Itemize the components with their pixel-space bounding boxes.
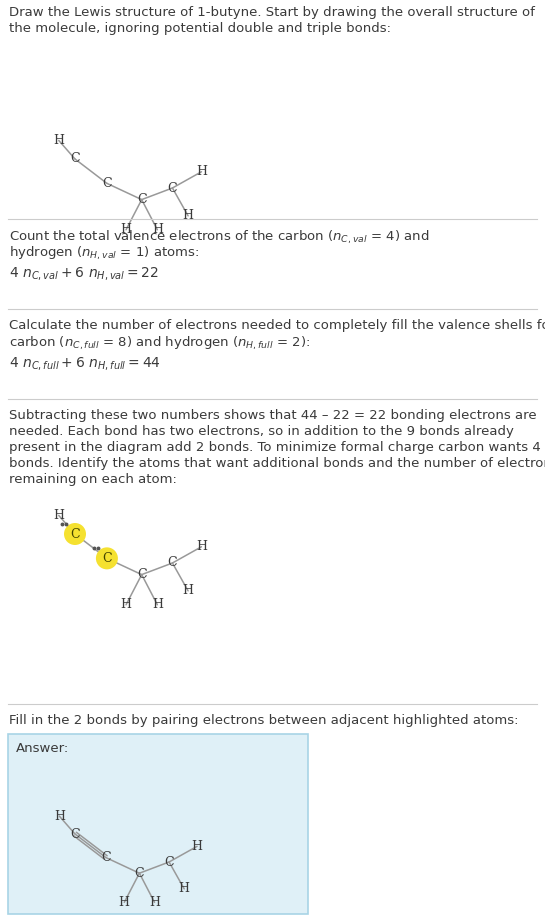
Circle shape: [96, 548, 118, 570]
Text: Answer:: Answer:: [16, 742, 69, 755]
Text: H: H: [179, 882, 190, 895]
Text: C: C: [70, 153, 80, 165]
Text: H: H: [192, 840, 203, 853]
Text: C: C: [168, 557, 177, 570]
Text: H: H: [196, 165, 207, 178]
Text: Fill in the 2 bonds by pairing electrons between adjacent highlighted atoms:: Fill in the 2 bonds by pairing electrons…: [9, 714, 518, 727]
Text: the molecule, ignoring potential double and triple bonds:: the molecule, ignoring potential double …: [9, 22, 391, 35]
Text: H: H: [120, 598, 131, 611]
Text: C: C: [70, 827, 80, 841]
Text: H: H: [149, 896, 160, 909]
Text: H: H: [183, 210, 193, 222]
Circle shape: [64, 523, 86, 545]
Text: C: C: [70, 528, 80, 540]
Text: H: H: [120, 223, 131, 236]
Text: carbon ($n_{C,full}$ = 8) and hydrogen ($n_{H,full}$ = 2):: carbon ($n_{C,full}$ = 8) and hydrogen (…: [9, 335, 310, 352]
Text: Draw the Lewis structure of 1-butyne. Start by drawing the overall structure of: Draw the Lewis structure of 1-butyne. St…: [9, 6, 535, 19]
Text: C: C: [137, 568, 147, 581]
Text: C: C: [135, 867, 144, 879]
Text: present in the diagram add 2 bonds. To minimize formal charge carbon wants 4: present in the diagram add 2 bonds. To m…: [9, 441, 541, 454]
Text: hydrogen ($n_{H,val}$ = 1) atoms:: hydrogen ($n_{H,val}$ = 1) atoms:: [9, 245, 199, 262]
Text: $4\ n_{C,val} + 6\ n_{H,val} = 22$: $4\ n_{C,val} + 6\ n_{H,val} = 22$: [9, 265, 159, 282]
Text: bonds. Identify the atoms that want additional bonds and the number of electrons: bonds. Identify the atoms that want addi…: [9, 457, 545, 470]
Text: C: C: [101, 851, 111, 864]
Text: C: C: [102, 552, 112, 565]
Text: Calculate the number of electrons needed to completely fill the valence shells f: Calculate the number of electrons needed…: [9, 319, 545, 332]
Text: remaining on each atom:: remaining on each atom:: [9, 473, 177, 486]
Text: C: C: [102, 176, 112, 190]
Text: $4\ n_{C,full} + 6\ n_{H,full} = 44$: $4\ n_{C,full} + 6\ n_{H,full} = 44$: [9, 355, 161, 372]
Text: H: H: [152, 223, 163, 236]
Text: needed. Each bond has two electrons, so in addition to the 9 bonds already: needed. Each bond has two electrons, so …: [9, 425, 514, 438]
Text: H: H: [119, 896, 130, 909]
Text: H: H: [53, 134, 64, 147]
Text: C: C: [164, 856, 174, 868]
Text: H: H: [196, 540, 207, 553]
Text: Count the total valence electrons of the carbon ($n_{C,val}$ = 4) and: Count the total valence electrons of the…: [9, 229, 429, 246]
Text: H: H: [152, 598, 163, 611]
Text: H: H: [183, 584, 193, 597]
Text: H: H: [54, 810, 65, 823]
Text: H: H: [53, 509, 64, 522]
Bar: [8, 734, 308, 914]
Text: C: C: [137, 193, 147, 206]
Text: Subtracting these two numbers shows that 44 – 22 = 22 bonding electrons are: Subtracting these two numbers shows that…: [9, 409, 537, 422]
Text: C: C: [168, 181, 177, 195]
